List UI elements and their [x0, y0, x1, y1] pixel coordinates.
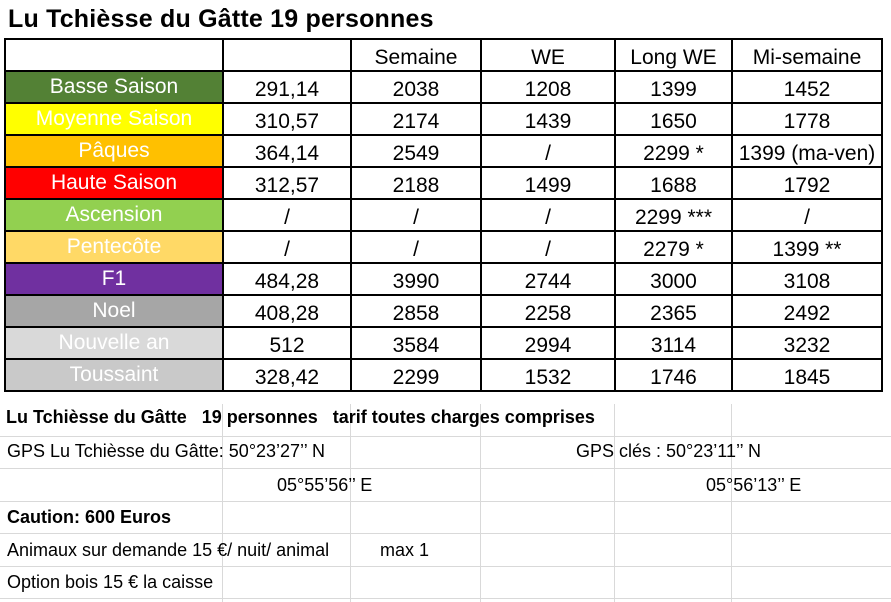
midweek-price-cell: 1399 (ma-ven) [731, 134, 883, 168]
weekend-price-cell: 1439 [480, 102, 616, 136]
season-label: Moyenne Saison [4, 102, 224, 136]
grid-line [350, 404, 351, 602]
week-price-cell: 3990 [350, 262, 482, 296]
night-price-cell: 512 [222, 326, 352, 360]
night-price-cell: 328,42 [222, 358, 352, 392]
night-price-cell: 364,14 [222, 134, 352, 168]
season-label: Nouvelle an [4, 326, 224, 360]
weekend-price-cell: 2994 [480, 326, 616, 360]
week-price-cell: 2549 [350, 134, 482, 168]
grid-line [0, 468, 891, 469]
season-label: F1 [4, 262, 224, 296]
week-price-cell: / [350, 230, 482, 264]
weekend-price-cell: / [480, 198, 616, 232]
wood-option-note: Option bois 15 € la caisse [7, 572, 214, 592]
gps-keys-lat: GPS clés : 50°23’11’’ N [576, 441, 761, 461]
page-title: Lu Tchièsse du Gâtte 19 personnes [8, 5, 434, 33]
table-row: Ascension / //2299 *** / [4, 198, 883, 232]
header-cell-week: Semaine [350, 38, 482, 72]
weekend-price-cell: 1208 [480, 70, 616, 104]
long-weekend-price-cell: 2299 * [614, 134, 733, 168]
caution-note: Caution: 600 Euros [7, 507, 172, 527]
header-cell-season [4, 38, 224, 72]
grid-line [0, 533, 891, 534]
gps-keys-long: 05°56’13’’ E [706, 475, 802, 495]
table-row: Haute Saison 312,57 2188 1499 1688 1792 [4, 166, 883, 200]
midweek-price-cell: 1845 [731, 358, 883, 392]
grid-line [0, 501, 891, 502]
long-weekend-price-cell: 3114 [614, 326, 733, 360]
weekend-price-cell: 2744 [480, 262, 616, 296]
season-label: Toussaint [4, 358, 224, 392]
tariff-table: Semaine WE Long WE Mi-semaine Basse Sais… [4, 38, 883, 392]
animals-max-note: max 1 [380, 540, 430, 560]
gps-house-lat: GPS Lu Tchièsse du Gâtte: 50°23’27’’ N [7, 441, 326, 461]
animals-note: Animaux sur demande 15 €/ nuit/ animal [7, 540, 330, 560]
week-price-cell: 3584 [350, 326, 482, 360]
table-row: Pentecôte / //2279 * 1399 ** [4, 230, 883, 264]
header-cell-weekend: WE [480, 38, 616, 72]
header-cell-night [222, 38, 352, 72]
season-label: Basse Saison [4, 70, 224, 104]
long-weekend-price-cell: 2365 [614, 294, 733, 328]
header-row: Semaine WE Long WE Mi-semaine [4, 38, 883, 72]
grid-line [0, 436, 891, 437]
season-label: Pentecôte [4, 230, 224, 264]
week-price-cell: / [350, 198, 482, 232]
long-weekend-price-cell: 2279 * [614, 230, 733, 264]
midweek-price-cell: / [731, 198, 883, 232]
header-cell-long-weekend: Long WE [614, 38, 733, 72]
table-row: Nouvelle an 512 3584 2994 3114 3232 [4, 326, 883, 360]
gps-house-long: 05°55’56’’ E [277, 475, 373, 495]
season-label: Noel [4, 294, 224, 328]
table-row: Basse Saison 291,14 2038 1208 1399 1452 [4, 70, 883, 104]
night-price-cell: 408,28 [222, 294, 352, 328]
grid-line [222, 404, 223, 602]
midweek-price-cell: 3108 [731, 262, 883, 296]
season-label: Ascension [4, 198, 224, 232]
long-weekend-price-cell: 1399 [614, 70, 733, 104]
week-price-cell: 2174 [350, 102, 482, 136]
season-label: Haute Saison [4, 166, 224, 200]
header-cell-midweek: Mi-semaine [731, 38, 883, 72]
night-price-cell: 291,14 [222, 70, 352, 104]
midweek-price-cell: 1399 ** [731, 230, 883, 264]
grid-line [614, 404, 615, 602]
midweek-price-cell: 1792 [731, 166, 883, 200]
weekend-price-cell: 1532 [480, 358, 616, 392]
night-price-cell: / [222, 230, 352, 264]
week-price-cell: 2858 [350, 294, 482, 328]
week-price-cell: 2299 [350, 358, 482, 392]
midweek-price-cell: 1778 [731, 102, 883, 136]
night-price-cell: 484,28 [222, 262, 352, 296]
weekend-price-cell: / [480, 230, 616, 264]
week-price-cell: 2188 [350, 166, 482, 200]
grid-line [731, 404, 732, 602]
grid-line [480, 404, 481, 602]
table-row: Pâques 364,14 2549/2299 * 1399 (ma-ven) [4, 134, 883, 168]
night-price-cell: 312,57 [222, 166, 352, 200]
grid-line [0, 566, 891, 567]
midweek-price-cell: 3232 [731, 326, 883, 360]
weekend-price-cell: 2258 [480, 294, 616, 328]
grid-line [0, 598, 891, 599]
midweek-price-cell: 2492 [731, 294, 883, 328]
table-row: Toussaint 328,42 2299 1532 1746 1845 [4, 358, 883, 392]
long-weekend-price-cell: 1746 [614, 358, 733, 392]
table-row: Moyenne Saison 310,57 2174 1439 1650 1778 [4, 102, 883, 136]
season-label: Pâques [4, 134, 224, 168]
long-weekend-price-cell: 1650 [614, 102, 733, 136]
long-weekend-price-cell: 1688 [614, 166, 733, 200]
weekend-price-cell: 1499 [480, 166, 616, 200]
midweek-price-cell: 1452 [731, 70, 883, 104]
table-row: F1 484,28 3990 2744 3000 3108 [4, 262, 883, 296]
summary-note: Lu Tchièsse du Gâtte 19 personnes tarif … [6, 407, 595, 427]
long-weekend-price-cell: 3000 [614, 262, 733, 296]
weekend-price-cell: / [480, 134, 616, 168]
night-price-cell: 310,57 [222, 102, 352, 136]
long-weekend-price-cell: 2299 *** [614, 198, 733, 232]
week-price-cell: 2038 [350, 70, 482, 104]
night-price-cell: / [222, 198, 352, 232]
table-row: Noel 408,28 2858 2258 2365 2492 [4, 294, 883, 328]
